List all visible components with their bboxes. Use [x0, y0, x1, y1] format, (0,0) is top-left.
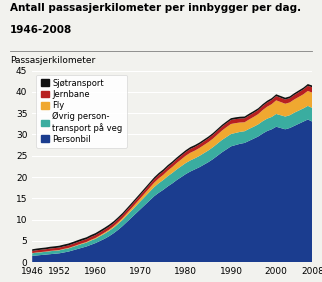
- Text: 1946-2008: 1946-2008: [10, 25, 72, 35]
- Text: Passasjerkilometer: Passasjerkilometer: [10, 56, 95, 65]
- Text: Antall passasjerkilometer per innbygger per dag.: Antall passasjerkilometer per innbygger …: [10, 3, 301, 13]
- Legend: Sjøtransport, Jernbane, Fly, Øvrig person-
transport på veg, Personbil: Sjøtransport, Jernbane, Fly, Øvrig perso…: [36, 75, 127, 148]
